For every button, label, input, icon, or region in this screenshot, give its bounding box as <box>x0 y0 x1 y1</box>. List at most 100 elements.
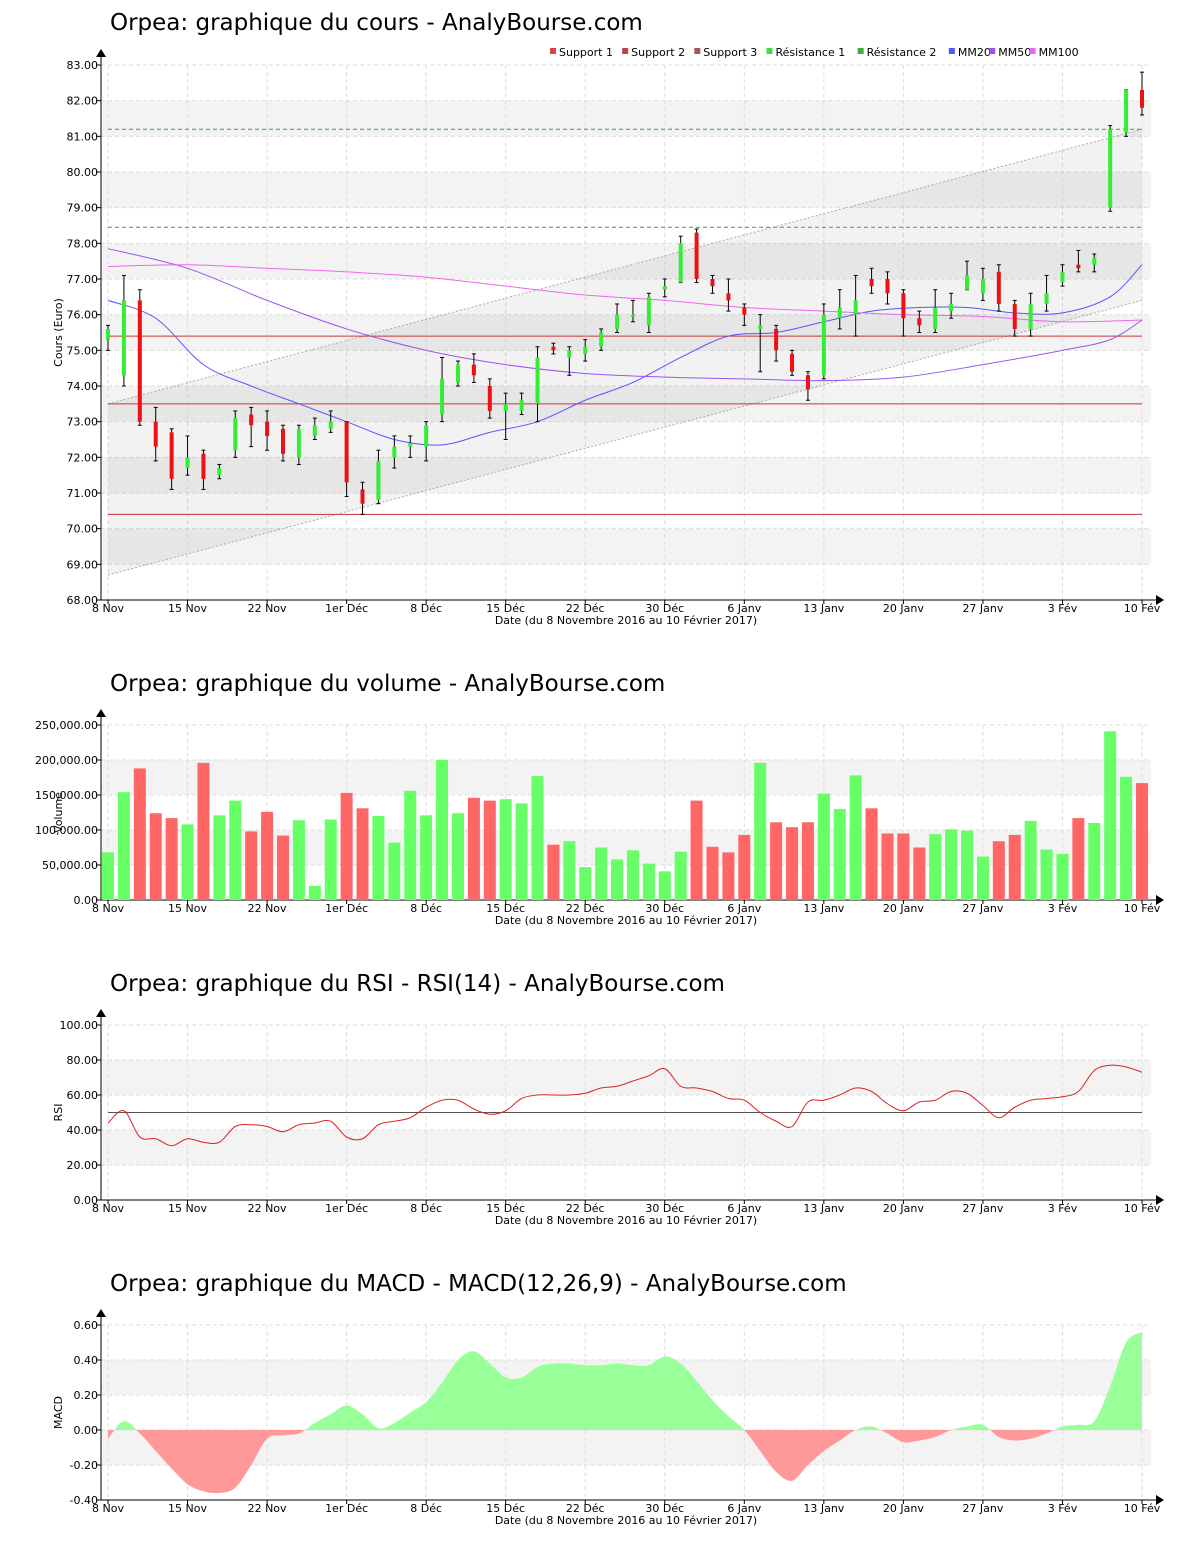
macd-x-tick-label: 30 Déc <box>645 1502 684 1515</box>
volume-bar <box>1136 783 1148 900</box>
macd-x-tick-label: 6 Janv <box>727 1502 761 1515</box>
macd-x-tick-label: 20 Janv <box>883 1502 924 1515</box>
macd-y-arrow <box>96 1309 106 1317</box>
candle-body <box>583 346 588 354</box>
candle-body <box>424 425 429 447</box>
macd-tick-label: 0.00 <box>74 1424 99 1437</box>
volume-x-tick-label: 15 Déc <box>486 902 525 915</box>
candle-body <box>233 418 238 451</box>
volume-bar <box>404 790 417 900</box>
candle-body <box>185 457 190 469</box>
rsi-tick-label: 60.00 <box>67 1089 99 1102</box>
price-tick-label: 79.00 <box>67 202 99 215</box>
volume-bar <box>992 841 1005 900</box>
volume-bar <box>372 816 385 900</box>
rsi-tick-label: 40.00 <box>67 1124 99 1137</box>
candle-body <box>885 279 890 294</box>
candle-body <box>630 314 635 317</box>
candle-body <box>408 443 413 447</box>
price-tick-label: 72.00 <box>67 451 99 464</box>
candle-body <box>217 468 222 476</box>
price-x-tick-label: 20 Janv <box>883 602 924 615</box>
moving-average-mm50 <box>107 248 1143 382</box>
candle-body <box>153 421 158 447</box>
candle-body <box>296 428 301 458</box>
macd-tick-label: -0.40 <box>70 1494 98 1507</box>
volume-tick-label: 100,000.00 <box>35 824 98 837</box>
candle-body <box>917 318 922 326</box>
volume-x-tick-label: 8 Déc <box>410 902 442 915</box>
price-x-tick-label: 13 Janv <box>803 602 844 615</box>
price-tick-label: 74.00 <box>67 380 99 393</box>
volume-bar <box>261 811 274 900</box>
volume-bar <box>356 808 369 900</box>
price-tick-label: 69.00 <box>67 558 99 571</box>
volume-bar <box>929 834 942 900</box>
candle-body <box>471 364 476 376</box>
volume-bar <box>388 842 401 900</box>
price-band <box>101 100 1151 137</box>
volume-x-tick-label: 3 Fév <box>1048 902 1078 915</box>
volume-band <box>101 830 1151 865</box>
rsi-x-tick-label: 22 Déc <box>566 1202 605 1215</box>
volume-bar <box>197 762 210 900</box>
candle-body <box>360 489 365 504</box>
volume-bar <box>276 835 289 900</box>
price-x-tick-label: 27 Janv <box>962 602 1003 615</box>
macd-x-caption: Date (du 8 Novembre 2016 au 10 Février 2… <box>495 1514 757 1527</box>
price-tick-label: 75.00 <box>67 344 99 357</box>
price-x-arrow <box>1156 595 1164 605</box>
volume-bar <box>849 775 862 900</box>
volume-bar <box>1120 776 1133 900</box>
volume-x-caption: Date (du 8 Novembre 2016 au 10 Février 2… <box>495 914 757 927</box>
rsi-tick-label: 80.00 <box>67 1054 99 1067</box>
candle-body <box>646 296 651 326</box>
volume-bar <box>833 809 846 900</box>
candle-body <box>249 414 254 426</box>
volume-bar <box>467 797 480 900</box>
macd-x-arrow <box>1156 1495 1164 1505</box>
volume-bar <box>1056 853 1069 900</box>
moving-average-mm20 <box>107 264 1143 446</box>
candle-body <box>837 307 842 319</box>
price-x-tick-label: 1er Déc <box>325 602 368 615</box>
volume-x-tick-label: 6 Janv <box>727 902 761 915</box>
volume-bar <box>658 871 671 900</box>
volume-bar <box>117 792 130 900</box>
macd-tick-label: -0.20 <box>70 1459 98 1472</box>
candle-body <box>440 378 445 415</box>
macd-x-tick-label: 10 Fév <box>1124 1502 1161 1515</box>
candle-body <box>774 328 779 351</box>
rsi-band <box>101 1130 1151 1165</box>
candle-body <box>694 232 699 279</box>
price-tick-label: 76.00 <box>67 309 99 322</box>
macd-x-tick-label: 8 Nov <box>92 1502 124 1515</box>
rsi-x-tick-label: 1er Déc <box>325 1202 368 1215</box>
candle-body <box>980 279 985 294</box>
volume-x-tick-label: 10 Fév <box>1124 902 1161 915</box>
macd-tick-label: 0.40 <box>74 1354 99 1367</box>
macd-x-tick-label: 27 Janv <box>962 1502 1003 1515</box>
rsi-tick-label: 100.00 <box>60 1019 99 1032</box>
rsi-x-tick-label: 15 Déc <box>486 1202 525 1215</box>
volume-bar <box>865 808 878 900</box>
price-x-tick-label: 15 Déc <box>486 602 525 615</box>
candle-body <box>1140 89 1144 108</box>
legend-label: Support 1 <box>559 46 613 59</box>
volume-bar <box>1088 823 1101 900</box>
rsi-x-tick-label: 10 Fév <box>1124 1202 1161 1215</box>
price-chart-title: Orpea: graphique du cours - AnalyBourse.… <box>110 10 643 36</box>
volume-x-tick-label: 22 Déc <box>566 902 605 915</box>
volume-x-tick-label: 20 Janv <box>883 902 924 915</box>
candle-body <box>901 293 906 319</box>
rsi-x-tick-label: 20 Janv <box>883 1202 924 1215</box>
price-band <box>101 243 1151 279</box>
rsi-x-tick-label: 30 Déc <box>645 1202 684 1215</box>
volume-x-arrow <box>1156 895 1164 905</box>
candle-body <box>821 314 826 376</box>
candle-body <box>790 353 795 372</box>
price-panel: Orpea: graphique du cours - AnalyBourse.… <box>0 0 1200 640</box>
volume-bar <box>1072 818 1085 900</box>
price-tick-label: 70.00 <box>67 523 99 536</box>
volume-tick-label: 250,000.00 <box>35 719 98 732</box>
